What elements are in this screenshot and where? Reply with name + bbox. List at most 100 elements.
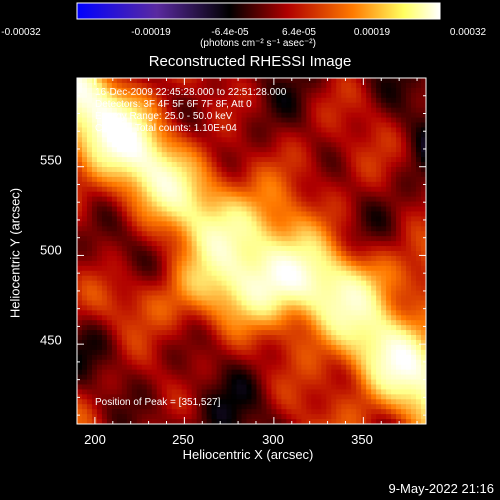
- heatmap-cell: [376, 92, 382, 99]
- heatmap-cell: [121, 196, 128, 203]
- heatmap-cell: [176, 325, 183, 331]
- heatmap-cell: [351, 325, 357, 331]
- heatmap-cell: [241, 78, 248, 84]
- heatmap-cell: [176, 127, 183, 133]
- heatmap-cell: [131, 339, 138, 346]
- heatmap-cell: [116, 285, 123, 292]
- heatmap-cell: [336, 171, 342, 178]
- heatmap-cell: [186, 379, 193, 386]
- heatmap-cell: [261, 107, 268, 114]
- heatmap-cell: [316, 211, 322, 217]
- heatmap-cell: [111, 147, 118, 153]
- heatmap-cell: [91, 280, 98, 287]
- heatmap-cell: [176, 409, 183, 415]
- heatmap-cell: [336, 231, 342, 237]
- heatmap-cell: [416, 379, 422, 386]
- heatmap-cell: [286, 320, 292, 326]
- heatmap-cell: [336, 310, 342, 316]
- heatmap-cell: [231, 285, 238, 292]
- heatmap-cell: [121, 379, 128, 386]
- heatmap-cell: [396, 374, 402, 381]
- heatmap-cell: [156, 349, 163, 356]
- heatmap-cell: [261, 399, 268, 405]
- heatmap-cell: [306, 384, 312, 390]
- heatmap-cell: [286, 389, 292, 395]
- heatmap-cell: [226, 310, 233, 316]
- heatmap-cell: [416, 166, 422, 173]
- heatmap-cell: [281, 335, 287, 341]
- heatmap-cell: [116, 137, 123, 143]
- heatmap-cell: [356, 300, 362, 306]
- heatmap-cell: [266, 320, 273, 326]
- heatmap-cell: [301, 330, 307, 336]
- heatmap-cell: [216, 162, 223, 168]
- heatmap-cell: [376, 221, 382, 227]
- heatmap-cell: [261, 295, 268, 302]
- heatmap-cell: [181, 330, 188, 336]
- heatmap-cell: [361, 226, 367, 232]
- heatmap-cell: [231, 295, 238, 302]
- heatmap-cell: [421, 305, 426, 311]
- heatmap-cell: [121, 127, 128, 133]
- heatmap-cell: [191, 246, 198, 252]
- heatmap-cell: [356, 166, 362, 173]
- heatmap-cell: [281, 275, 287, 282]
- heatmap-cell: [286, 137, 292, 143]
- heatmap-cell: [141, 414, 148, 420]
- heatmap-cell: [171, 216, 178, 222]
- heatmap-cell: [261, 389, 268, 395]
- heatmap-cell: [366, 260, 372, 267]
- heatmap-cell: [256, 399, 263, 405]
- heatmap-cell: [121, 270, 128, 277]
- heatmap-cell: [91, 260, 98, 267]
- heatmap-cell: [301, 122, 307, 129]
- heatmap-cell: [266, 211, 273, 217]
- heatmap-cell: [236, 206, 243, 213]
- heatmap-cell: [386, 97, 392, 104]
- heatmap-cell: [276, 335, 283, 341]
- heatmap-cell: [191, 399, 198, 405]
- heatmap-cell: [156, 176, 163, 183]
- heatmap-cell: [341, 270, 347, 277]
- heatmap-cell: [381, 236, 387, 242]
- heatmap-cell: [146, 236, 153, 242]
- heatmap-cell: [216, 157, 223, 163]
- heatmap-cell: [236, 339, 243, 346]
- heatmap-cell: [296, 162, 302, 168]
- heatmap-cell: [101, 132, 108, 138]
- heatmap-cell: [371, 409, 377, 415]
- heatmap-cell: [96, 186, 103, 193]
- heatmap-cell: [261, 349, 268, 356]
- heatmap-cell: [81, 236, 88, 242]
- heatmap-cell: [151, 142, 158, 148]
- heatmap-cell: [391, 92, 397, 99]
- heatmap-cell: [206, 419, 213, 424]
- heatmap-cell: [77, 379, 83, 386]
- heatmap-cell: [141, 92, 148, 99]
- heatmap-cell: [296, 404, 302, 410]
- heatmap-cell: [211, 295, 218, 302]
- heatmap-cell: [261, 132, 268, 138]
- heatmap-cell: [416, 265, 422, 272]
- heatmap-cell: [81, 409, 88, 415]
- heatmap-cell: [166, 216, 173, 222]
- heatmap-cell: [296, 389, 302, 395]
- heatmap-cell: [211, 97, 218, 104]
- heatmap-cell: [291, 280, 297, 287]
- heatmap-cell: [321, 315, 327, 321]
- heatmap-cell: [131, 171, 138, 178]
- heatmap-cell: [366, 186, 372, 193]
- heatmap-cell: [341, 191, 347, 198]
- heatmap-cell: [111, 320, 118, 326]
- heatmap-cell: [106, 344, 113, 351]
- heatmap-cell: [326, 404, 332, 410]
- heatmap-cell: [286, 171, 292, 178]
- heatmap-cell: [346, 369, 352, 376]
- heatmap-cell: [196, 147, 203, 153]
- heatmap-cell: [77, 349, 83, 356]
- heatmap-cell: [316, 82, 322, 89]
- heatmap-cell: [261, 226, 268, 232]
- heatmap-cell: [256, 221, 263, 227]
- heatmap-cell: [251, 152, 258, 158]
- heatmap-cell: [376, 339, 382, 346]
